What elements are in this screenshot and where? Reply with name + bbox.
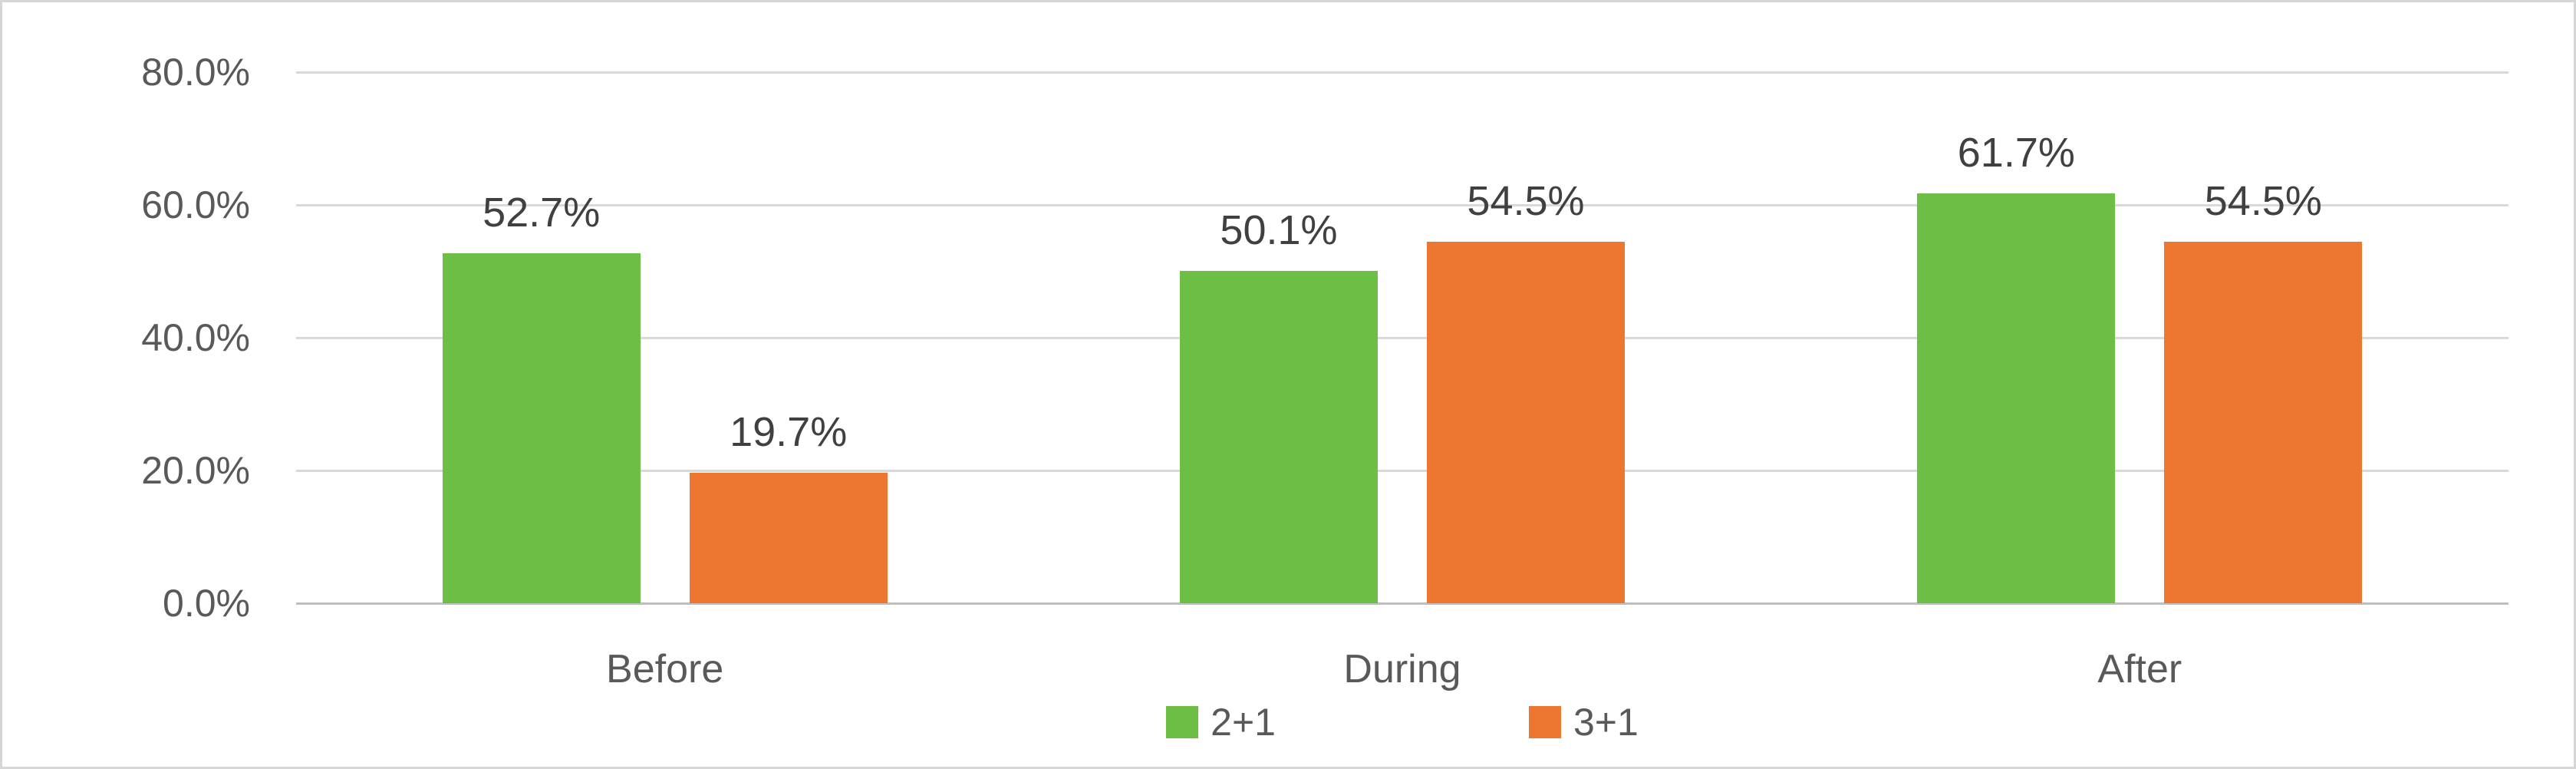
- y-axis-tick-label: 20.0%: [141, 449, 250, 492]
- gridline: [296, 470, 2508, 472]
- y-axis: 0.0% 20.0% 40.0% 60.0% 80.0%: [46, 0, 250, 769]
- bar-groups: 52.7% 19.7% 50.1% 54.5% 61.7% 54.5%: [296, 72, 2508, 603]
- legend-label: 2+1: [1211, 701, 1276, 744]
- x-axis-category-label: Before: [606, 647, 724, 691]
- legend-swatch-3plus1: [1529, 706, 1561, 738]
- bar-group-during: 50.1% 54.5%: [1033, 72, 1771, 603]
- bar-3plus1-after: 54.5%: [2164, 178, 2363, 603]
- legend: 2+1 3+1: [296, 700, 2508, 744]
- bar-value-label: 52.7%: [483, 190, 601, 236]
- bar-group-before: 52.7% 19.7%: [296, 72, 1033, 603]
- y-axis-tick-label: 80.0%: [141, 51, 250, 94]
- bar-2plus1-before: 52.7%: [442, 190, 641, 603]
- bar-group-after: 61.7% 54.5%: [1771, 72, 2508, 603]
- y-axis-tick-label: 40.0%: [141, 316, 250, 359]
- legend-label: 3+1: [1573, 701, 1639, 744]
- x-axis-category-label: During: [1343, 647, 1461, 691]
- gridline: [296, 71, 2508, 74]
- legend-item-3plus1: 3+1: [1529, 700, 1639, 744]
- y-axis-tick-label: 60.0%: [141, 183, 250, 226]
- bar-3plus1-before: 19.7%: [689, 409, 888, 603]
- bar-3plus1-during: 54.5%: [1426, 178, 1625, 603]
- bar-2plus1-after: 61.7%: [1917, 130, 2116, 603]
- bar-value-label: 19.7%: [730, 408, 848, 455]
- bar-value-label: 50.1%: [1220, 206, 1338, 253]
- gridline: [296, 337, 2508, 339]
- bar-value-label: 54.5%: [1467, 177, 1585, 224]
- legend-swatch-2plus1: [1166, 706, 1199, 738]
- x-axis-labels: Before During After: [296, 646, 2508, 692]
- bar-value-label: 54.5%: [2204, 177, 2322, 224]
- legend-item-2plus1: 2+1: [1166, 700, 1276, 744]
- y-axis-tick-label: 0.0%: [163, 582, 250, 625]
- x-axis-line: [296, 602, 2508, 605]
- bar-value-label: 61.7%: [1957, 130, 2075, 177]
- gridline: [296, 204, 2508, 206]
- bar-2plus1-during: 50.1%: [1179, 207, 1378, 603]
- plot-area: 52.7% 19.7% 50.1% 54.5% 61.7% 54.5%: [296, 71, 2508, 605]
- x-axis-category-label: After: [2097, 647, 2182, 691]
